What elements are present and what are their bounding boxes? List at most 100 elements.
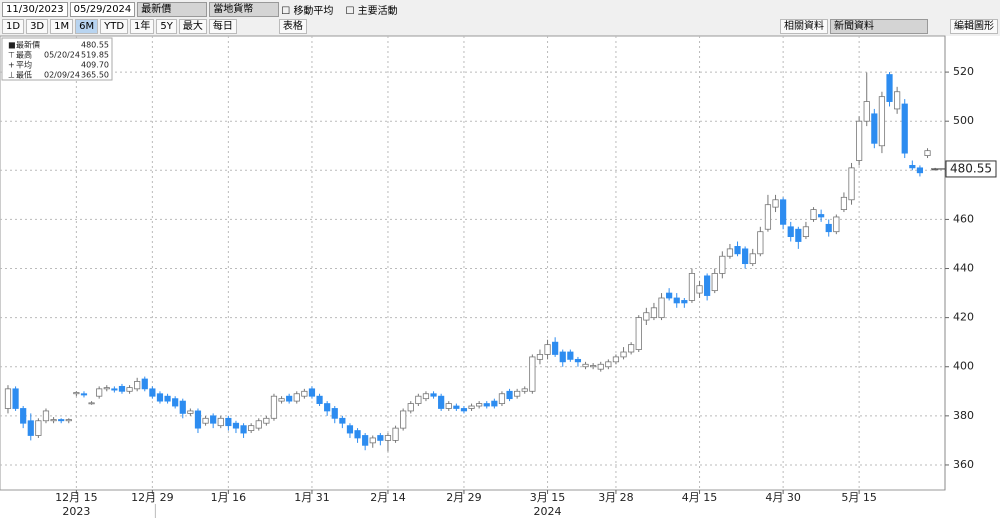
candle-body — [726, 248, 734, 257]
candle-body — [400, 410, 407, 429]
end-date[interactable]: 05/29/2024 — [69, 2, 136, 17]
candle — [909, 160, 916, 171]
y-tick-label: 460 — [953, 212, 974, 225]
candle — [856, 116, 863, 166]
y-tick-label: 400 — [953, 360, 974, 373]
candle-body — [232, 422, 240, 429]
candle — [460, 406, 468, 414]
candle — [369, 435, 376, 448]
toolbar: 11/30/2023 05/29/2024 最新價 當地貨幣 ☐ 移動平均 ☐ … — [0, 0, 1000, 36]
candle-body — [392, 427, 399, 441]
candle — [590, 363, 597, 370]
candle — [894, 86, 901, 114]
x-tick-label: 2月 29 — [446, 491, 482, 504]
x-tick-label: 4月 15 — [682, 491, 718, 504]
candle — [711, 268, 718, 294]
candle — [445, 401, 452, 411]
plot-area — [0, 35, 946, 491]
candle-body — [308, 388, 316, 397]
currency[interactable]: 當地貨幣 — [209, 2, 280, 17]
candle-body — [194, 410, 202, 429]
candle — [202, 415, 209, 426]
price-field[interactable]: 最新價 — [137, 2, 208, 17]
candle — [354, 428, 361, 443]
candle — [126, 385, 133, 394]
candle-body — [445, 403, 452, 409]
candle-body — [331, 408, 338, 419]
x-tick-label: 5月 15 — [841, 491, 877, 504]
candle — [422, 391, 430, 402]
period-button[interactable]: 1年 — [130, 19, 155, 34]
candle — [483, 401, 490, 409]
candle-body — [567, 351, 574, 360]
candle — [635, 315, 642, 353]
candle — [643, 307, 650, 325]
frequency[interactable]: 每日 — [208, 19, 237, 34]
candle — [673, 293, 680, 308]
period-button[interactable]: 1D — [2, 19, 25, 34]
candle — [567, 349, 574, 362]
candle — [612, 354, 620, 365]
candle-body — [73, 392, 80, 395]
candle — [65, 418, 72, 424]
related-button[interactable]: 相關資料 — [780, 19, 828, 34]
candle — [825, 219, 832, 237]
legend-marker: ⊤ — [8, 51, 15, 60]
candle-body — [711, 273, 718, 292]
candle-body — [65, 419, 72, 422]
x-tick-label: 3月 28 — [598, 491, 634, 504]
toolbar-row: 1D 3D 1M 6M YTD 1年 5Y 最大 每日 表格 相關資料 新聞資料 編輯圖形 — [0, 18, 998, 35]
candle-body — [134, 381, 141, 390]
candle-body — [286, 395, 293, 402]
candle — [111, 386, 118, 393]
events-checkbox[interactable]: ☐ 主要活動 — [345, 6, 398, 17]
candle-body — [354, 430, 361, 439]
period-button[interactable]: 6M — [75, 19, 99, 34]
candle-body — [35, 420, 42, 436]
legend-value: 365.50 — [81, 71, 109, 80]
candle-body — [164, 395, 171, 402]
period-button[interactable]: 1M — [50, 19, 74, 34]
candle — [468, 403, 475, 411]
candle — [210, 413, 217, 429]
candle-body — [863, 101, 870, 122]
period-button[interactable]: 3D — [26, 19, 49, 34]
edit-button[interactable]: 編輯圖形 — [950, 19, 998, 34]
candle-body — [666, 292, 673, 299]
candle — [818, 209, 825, 222]
candle — [316, 393, 323, 407]
candle-body — [521, 388, 528, 392]
candle-body — [635, 317, 642, 350]
news-field[interactable]: 新聞資料 — [830, 19, 928, 34]
start-date[interactable]: 11/30/2023 — [2, 2, 68, 17]
candle — [80, 391, 88, 398]
table-button[interactable]: 表格 — [278, 19, 307, 34]
candle-body — [58, 419, 65, 422]
period-button[interactable]: 5Y — [156, 19, 177, 34]
x-tick-label: 1月 16 — [211, 491, 247, 504]
candle-body — [742, 248, 749, 265]
candle-body — [126, 387, 133, 392]
candle — [453, 403, 460, 411]
candle — [924, 148, 931, 159]
candle-body — [506, 390, 513, 400]
ma-checkbox[interactable]: ☐ 移動平均 — [281, 6, 334, 17]
candle — [308, 386, 316, 399]
candle-body — [787, 226, 794, 238]
candle-body — [202, 417, 209, 424]
candle-body — [529, 356, 536, 392]
candle-body — [764, 204, 772, 230]
candle — [301, 388, 308, 399]
candle — [696, 280, 703, 298]
candle — [407, 401, 414, 414]
candle — [293, 391, 300, 404]
period-button[interactable]: YTD — [100, 19, 129, 34]
candle-body — [324, 403, 331, 412]
candle-body — [909, 164, 916, 169]
period-button[interactable]: 最大 — [178, 19, 207, 34]
candle — [164, 393, 171, 404]
candle — [217, 415, 224, 429]
candle-body — [407, 403, 414, 412]
candle — [88, 401, 95, 405]
candle — [96, 386, 103, 399]
